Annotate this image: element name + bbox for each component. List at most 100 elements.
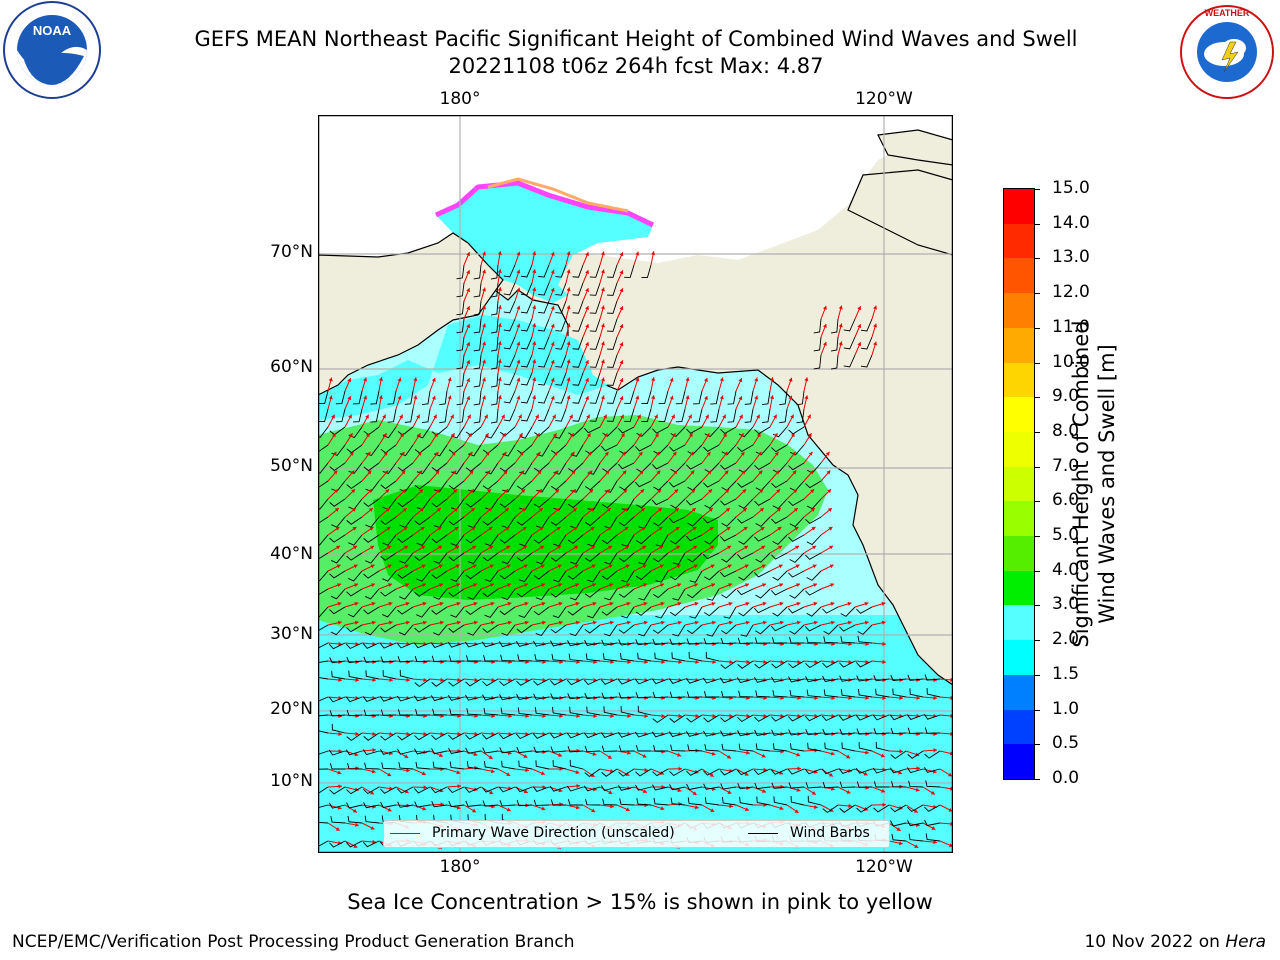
wind-barb	[482, 516, 499, 526]
wind-barb	[754, 782, 771, 790]
wave-arrow-head	[603, 414, 607, 419]
wind-barb	[689, 606, 703, 619]
wave-arrow-head	[508, 677, 512, 682]
wave-zone-4-5m	[373, 485, 718, 600]
wind-barb	[703, 638, 720, 645]
wave-arrow-head	[470, 489, 475, 494]
wind-barb	[736, 677, 754, 684]
wave-arrow-head	[729, 659, 733, 664]
wave-arrow-head	[456, 770, 461, 775]
wave-arrow-head	[711, 601, 716, 606]
wave-arrow-head	[831, 659, 835, 664]
wave-arrow-head	[550, 395, 555, 400]
colorbar-tick-mark	[1034, 327, 1040, 329]
wind-barb	[687, 797, 703, 806]
wave-arrow-head	[467, 414, 471, 419]
wind-barb	[567, 799, 583, 806]
wind-barb	[549, 732, 567, 739]
wind-barb	[465, 498, 482, 508]
wind-barb	[589, 282, 601, 296]
wave-arrow-head	[619, 270, 624, 275]
wave-arrow-head	[593, 677, 597, 682]
wave-arrow-head	[516, 323, 521, 328]
wind-barb	[572, 408, 584, 422]
wave-arrow-head	[524, 583, 529, 588]
wind-barb	[652, 498, 669, 506]
wind-barb	[669, 691, 686, 698]
wave-arrow-head	[637, 414, 641, 419]
wave-arrow-head	[440, 731, 444, 736]
wave-arrow-head	[420, 526, 425, 531]
wind-barb	[805, 660, 822, 669]
wind-barb	[669, 714, 686, 723]
wind-barb	[501, 552, 516, 565]
wind-barb	[552, 570, 567, 583]
wave-arrow-head	[354, 620, 359, 625]
wave-arrow-head	[433, 414, 437, 419]
wind-barb	[473, 300, 482, 316]
wave-arrow-head	[385, 489, 390, 494]
wave-arrow-head	[828, 772, 833, 777]
wave-arrow-head	[491, 731, 495, 736]
wind-barb	[456, 336, 465, 352]
wave-arrow-head	[525, 677, 529, 682]
wind-barb	[875, 688, 890, 698]
wind-barb	[318, 498, 329, 510]
wave-arrow-head	[389, 659, 393, 664]
wave-arrow-head	[532, 251, 537, 256]
wave-arrow-head	[397, 377, 402, 382]
wave-arrow-head	[521, 489, 526, 494]
wind-barb	[553, 426, 567, 439]
wave-arrow-head	[516, 251, 521, 256]
wave-arrow-head	[336, 564, 341, 569]
wind-barb	[318, 426, 329, 438]
wave-arrow-head	[439, 583, 444, 588]
wind-barb	[517, 707, 533, 716]
colorbar-tick-label: 4.0	[1052, 559, 1080, 580]
wind-barb	[634, 731, 652, 738]
wave-arrow-head	[691, 489, 696, 494]
wind-barb	[618, 639, 635, 646]
wind-barb	[416, 606, 431, 618]
wave-arrow-head	[439, 601, 444, 606]
wind-barb	[821, 714, 839, 722]
wind-barb	[704, 570, 720, 581]
wave-arrow-head	[915, 787, 920, 792]
wind-barb	[754, 676, 771, 683]
wind-barb	[584, 624, 601, 634]
wind-barb	[651, 731, 669, 738]
wave-arrow-head	[609, 768, 614, 774]
wave-arrow-head	[838, 341, 843, 346]
wave-arrow-head	[694, 620, 699, 625]
wave-arrow-head	[865, 750, 869, 755]
wave-arrow-head	[797, 713, 801, 718]
wave-arrow-head	[352, 808, 357, 813]
wind-barb	[637, 652, 652, 662]
wind-barb	[890, 674, 907, 682]
wind-barb	[572, 372, 584, 386]
wave-arrow-head	[502, 451, 507, 456]
wind-barb	[431, 534, 448, 544]
wave-arrow-head	[609, 583, 614, 588]
wind-barb	[490, 408, 499, 424]
wave-arrow-head	[466, 270, 471, 275]
wind-barb	[318, 730, 329, 734]
wind-barb	[737, 768, 754, 776]
wind-barb	[621, 498, 635, 511]
wind-barb	[482, 678, 499, 687]
wind-barb	[754, 426, 771, 435]
wind-barb	[499, 678, 516, 687]
wave-arrow-head	[576, 659, 580, 664]
wind-barb	[465, 747, 482, 754]
wind-barb	[397, 570, 414, 579]
wind-barb	[484, 606, 499, 618]
wind-barb	[703, 516, 720, 524]
wind-barb	[467, 588, 482, 600]
wave-arrow-head	[779, 620, 784, 625]
colorbar-tick-mark	[1034, 744, 1040, 746]
wind-barb	[704, 534, 720, 545]
footer-host: Hera	[1225, 932, 1266, 952]
wind-barb	[618, 426, 635, 434]
wind-barb	[550, 588, 567, 598]
wind-barb	[589, 390, 601, 404]
